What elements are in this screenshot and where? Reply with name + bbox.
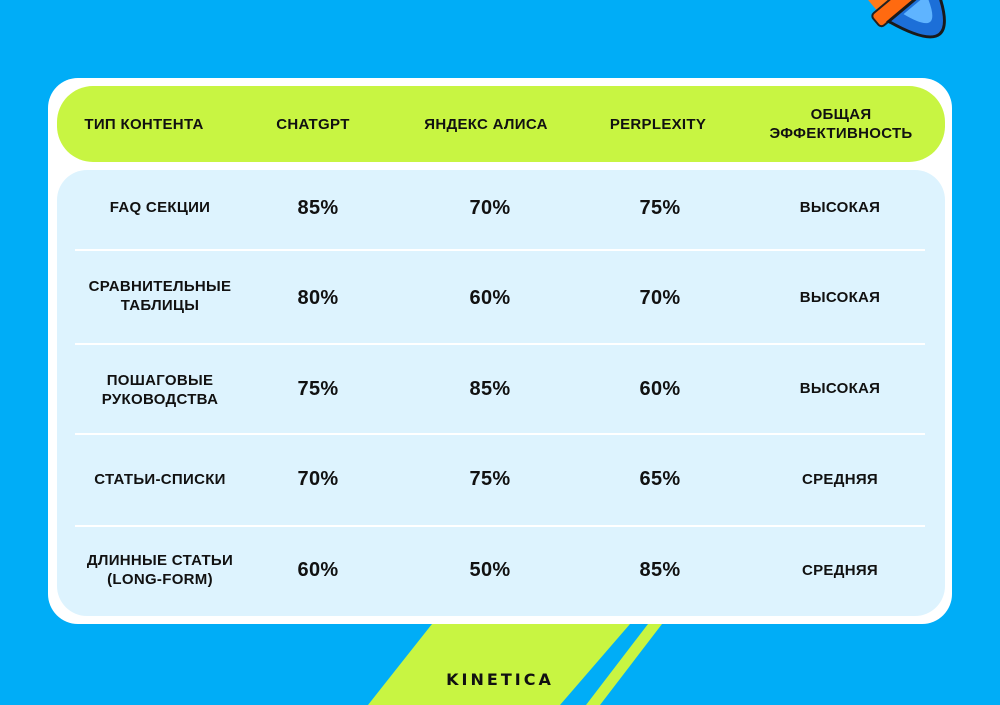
lime-stripe-thin [586, 624, 662, 705]
header-perplexity: Perplexity [609, 115, 707, 133]
row-type-label: Длинные статьи (long-form) [86, 552, 234, 588]
row-type-label: Статьи-списки [94, 470, 226, 488]
row-type-label: Пошаговые руководства [101, 372, 219, 408]
table-header [57, 86, 945, 162]
row-divider [75, 525, 925, 527]
row-perplexity-value: 75% [639, 196, 681, 219]
row-efficiency-value: Высокая [799, 198, 881, 216]
row-efficiency-value: Средняя [801, 561, 879, 579]
row-alice-value: 60% [469, 286, 511, 309]
brand-logo-text: KINETICA [446, 669, 554, 689]
row-chatgpt-value: 70% [297, 467, 339, 490]
table-body [57, 170, 945, 616]
row-perplexity-value: 60% [639, 377, 681, 400]
row-efficiency-value: Высокая [799, 288, 881, 306]
row-divider [75, 249, 925, 251]
row-type-label: Сравнительные таблицы [88, 278, 232, 314]
row-perplexity-value: 85% [639, 558, 681, 581]
lime-stripe-main [368, 624, 630, 705]
header-efficiency: Общая эффективность [769, 106, 913, 142]
row-alice-value: 50% [469, 558, 511, 581]
row-chatgpt-value: 75% [297, 377, 339, 400]
row-divider [75, 433, 925, 435]
header-chatgpt: ChatGPT [276, 115, 350, 133]
header-yandex-alice: Яндекс Алиса [424, 115, 548, 133]
row-divider [75, 343, 925, 345]
row-type-label: FAQ секции [109, 198, 211, 216]
row-chatgpt-value: 80% [297, 286, 339, 309]
row-chatgpt-value: 60% [297, 558, 339, 581]
row-perplexity-value: 70% [639, 286, 681, 309]
row-chatgpt-value: 85% [297, 196, 339, 219]
row-alice-value: 75% [469, 467, 511, 490]
row-efficiency-value: Средняя [801, 470, 879, 488]
row-efficiency-value: Высокая [799, 379, 881, 397]
row-perplexity-value: 65% [639, 467, 681, 490]
row-alice-value: 85% [469, 377, 511, 400]
row-alice-value: 70% [469, 196, 511, 219]
pen-nib-icon [857, 0, 946, 39]
header-content-type: Тип контента [84, 115, 204, 133]
